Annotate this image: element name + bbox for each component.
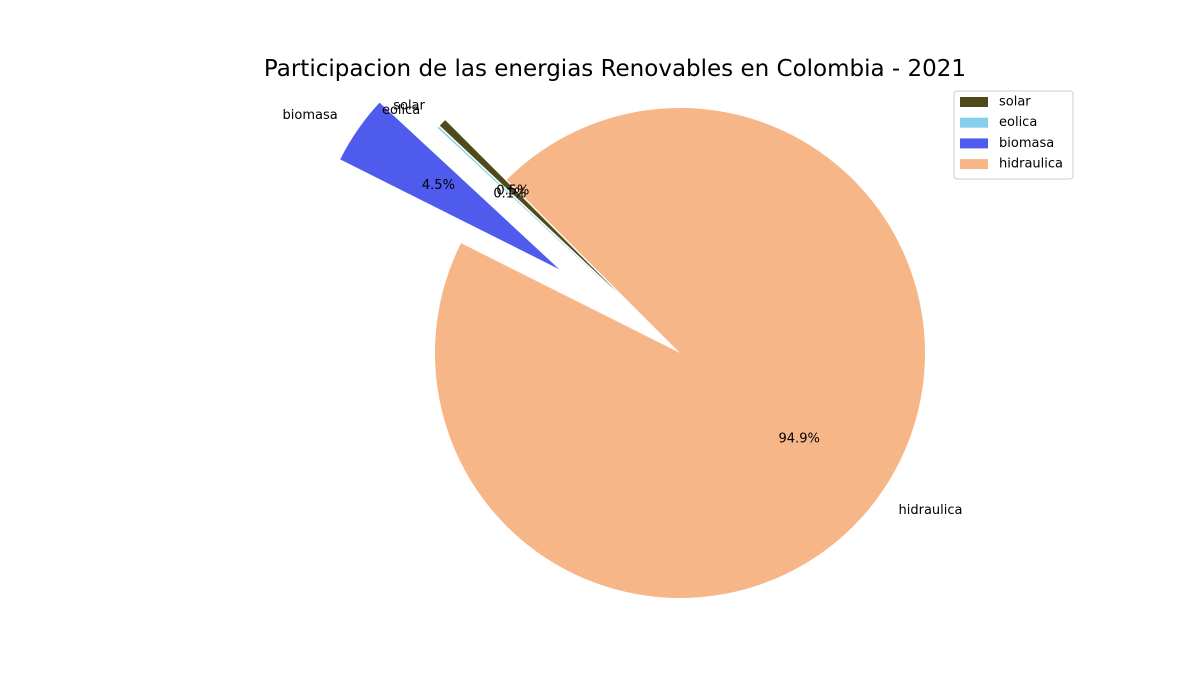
legend-swatch-hidraulica bbox=[960, 159, 988, 170]
chart-title: Participacion de las energias Renovables… bbox=[264, 56, 966, 82]
legend: solar eolica biomasa hidraulica bbox=[953, 90, 1074, 180]
legend-swatch-biomasa bbox=[960, 138, 988, 149]
slice-value-hidraulica: 94.9% bbox=[779, 432, 820, 447]
slice-value-biomasa: 4.5% bbox=[422, 178, 455, 193]
slice-value-eolica: 0.1% bbox=[493, 187, 526, 202]
slice-label-eolica: eolica bbox=[382, 103, 420, 118]
legend-label-hidraulica: hidraulica bbox=[999, 157, 1063, 172]
pie-slice-biomasa bbox=[340, 102, 560, 270]
slice-label-hidraulica: hidraulica bbox=[899, 503, 963, 518]
pie-labels: solar 0.5% eolica 0.1% biomasa 4.5% hidraulica… bbox=[283, 98, 963, 518]
pie-slice-hidraulica bbox=[434, 108, 925, 599]
legend-frame bbox=[953, 90, 1074, 180]
slice-label-biomasa: biomasa bbox=[283, 108, 338, 123]
legend-swatch-solar bbox=[960, 97, 988, 107]
slice-label-solar: solar bbox=[393, 98, 425, 113]
pie-slice-solar bbox=[439, 120, 619, 294]
legend-label-eolica: eolica bbox=[999, 115, 1037, 130]
legend-label-solar: solar bbox=[999, 95, 1031, 110]
legend-entries: solar eolica biomasa hidraulica bbox=[960, 95, 1063, 172]
legend-label-biomasa: biomasa bbox=[999, 136, 1054, 151]
legend-swatch-eolica bbox=[960, 117, 988, 128]
pie-slices bbox=[340, 102, 925, 599]
slice-value-solar: 0.5% bbox=[496, 184, 529, 199]
pie-slice-eolica bbox=[437, 126, 618, 295]
